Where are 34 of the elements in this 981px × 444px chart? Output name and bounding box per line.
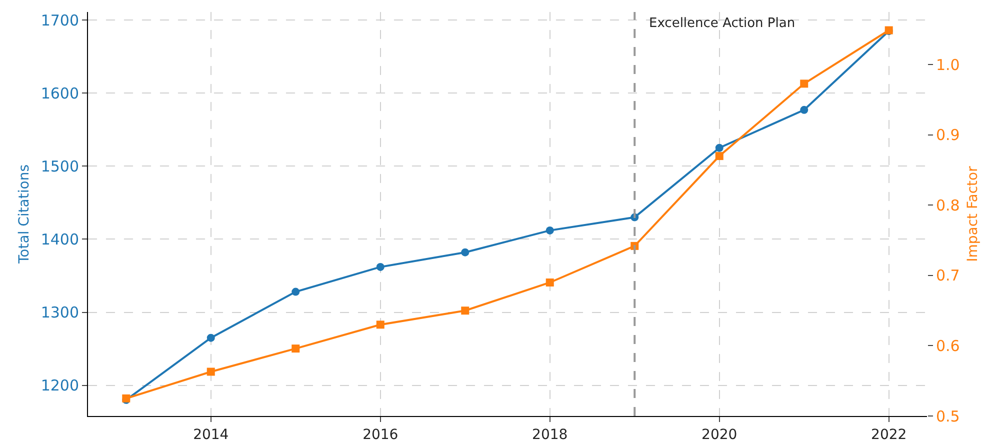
y-tick-label: 1600 [40, 84, 79, 102]
y2-tick-label: 0.9 [936, 126, 960, 144]
y2-tick-label: 0.5 [936, 407, 960, 426]
point [461, 248, 470, 256]
point [206, 368, 215, 376]
point [800, 80, 808, 88]
x-tick-label: 2014 [193, 426, 229, 443]
y2-tick-label: 0.7 [936, 266, 960, 285]
point [292, 344, 300, 353]
point [715, 152, 724, 160]
y-tick-label: 1400 [40, 230, 79, 248]
point [376, 320, 384, 329]
point [206, 334, 215, 342]
point [376, 262, 384, 271]
point [461, 306, 470, 315]
y-axis-title: Total Citations [16, 164, 32, 264]
y2-tick-label: 0.8 [936, 196, 960, 214]
ref-line-label: Excellence Action Plan [649, 16, 796, 31]
x-tick-label: 2016 [362, 426, 398, 443]
y2-axis-title: Impact Factor [965, 166, 981, 262]
point [715, 144, 724, 152]
y-tick-label: 1500 [40, 157, 79, 176]
point [546, 278, 554, 286]
y2-tick-label: 1.0 [936, 56, 960, 74]
x-tick-label: 2022 [871, 426, 907, 443]
y-tick-label: 1700 [40, 11, 79, 30]
point [292, 288, 300, 296]
y2-tick-label: 0.6 [936, 336, 960, 355]
x-tick-label: 2018 [532, 426, 568, 443]
y-tick-label: 1200 [40, 376, 79, 395]
point [546, 226, 554, 234]
point [800, 106, 808, 114]
y-tick-label: 1300 [40, 304, 79, 322]
x-tick-label: 2020 [702, 426, 738, 443]
